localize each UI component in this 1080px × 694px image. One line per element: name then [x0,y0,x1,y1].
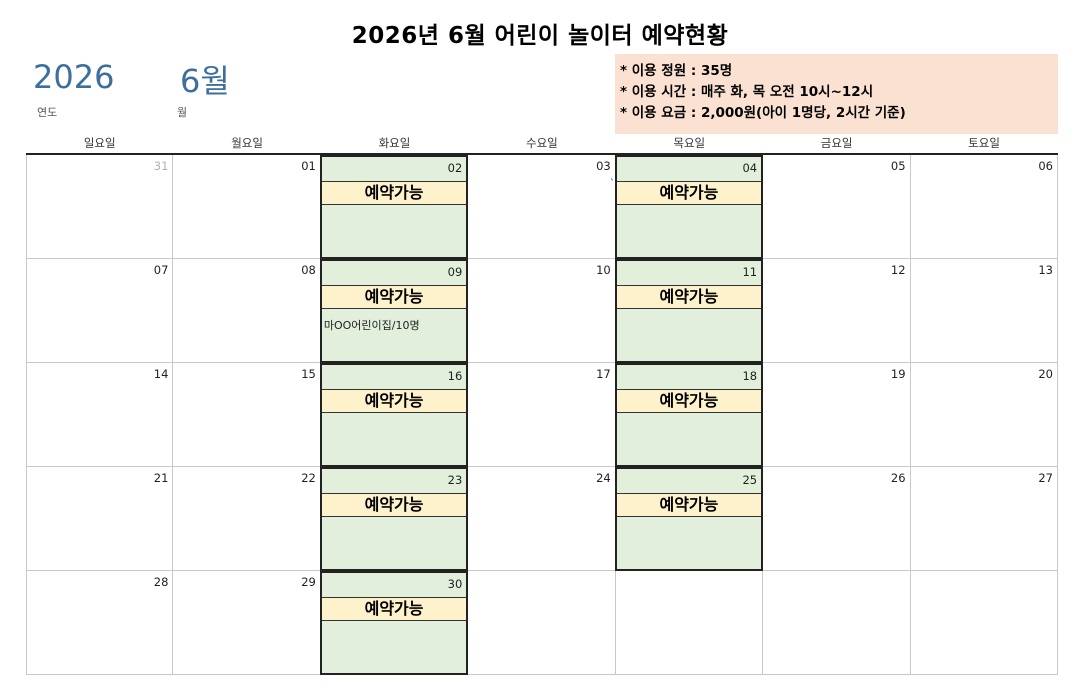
day-number: 20 [1038,367,1053,381]
info-hours: * 이용 시간 : 매주 화, 목 오전 10시~12시 [620,84,874,100]
day-number: 08 [301,263,316,277]
reservation-note: 마OO어린이집/10명 [323,319,420,332]
calendar-day[interactable]: 27 [910,467,1058,571]
usage-info-box: * 이용 정원 : 35명 * 이용 시간 : 매주 화, 목 오전 10시~1… [615,54,1058,134]
day-number: 24 [596,471,611,485]
calendar-day[interactable]: 07 [26,259,174,363]
year-label: 연도 [37,106,58,119]
reservation-status[interactable]: 예약가능 [616,285,762,309]
day-number: 22 [301,471,316,485]
info-capacity: * 이용 정원 : 35명 [620,63,733,79]
weekday-header: 일요일 월요일 화요일 수요일 목요일 금요일 토요일 [26,134,1058,154]
calendar-day[interactable]: 10 [468,259,616,363]
day-number: 07 [153,263,169,277]
calendar-day[interactable]: 14 [26,363,174,467]
day-number: 12 [890,263,906,277]
calendar-day[interactable]: 21 [26,467,174,571]
calendar-day[interactable]: 29 [173,571,321,675]
calendar-day[interactable] [468,571,616,675]
calendar-day-available[interactable]: 02 예약가능 [319,155,469,259]
calendar-day[interactable] [910,571,1058,675]
day-number: 23 [447,473,463,487]
calendar-day[interactable]: 31 [26,155,174,259]
day-number: 03 [596,159,611,173]
calendar-day-available[interactable]: 11 예약가능 [614,259,764,363]
calendar-day[interactable]: 08 [173,259,321,363]
reservation-status[interactable]: 예약가능 [321,493,467,517]
day-number: 14 [153,367,169,381]
reservation-status[interactable]: 예약가능 [321,389,467,413]
day-number: 25 [742,473,758,487]
day-number: 16 [447,369,463,383]
day-number: 21 [153,471,169,485]
day-number: 11 [742,265,758,279]
day-number: 06 [1038,159,1053,173]
weekday-wed: 수요일 [525,136,558,150]
day-number: 26 [890,471,906,485]
weekday-fri: 금요일 [820,136,853,150]
reservation-status[interactable]: 예약가능 [616,493,762,517]
calendar-day[interactable]: 15 [173,363,321,467]
day-number: 10 [596,263,611,277]
weekday-sun: 일요일 [83,136,116,150]
calendar-title: 2026년 6월 어린이 놀이터 예약현황 [351,23,729,49]
day-number: 15 [301,367,316,381]
calendar-day-available[interactable]: 23 예약가능 [319,467,469,571]
day-number: 13 [1038,263,1053,277]
calendar-day[interactable]: 17 [468,363,616,467]
calendar-day[interactable]: 24 [468,467,616,571]
header-divider [26,153,1058,155]
reservation-status[interactable]: 예약가능 [321,285,467,309]
day-number: 18 [742,369,758,383]
month-value[interactable]: 6월 [180,62,230,100]
calendar-day[interactable]: 26 [763,467,911,571]
day-number: 31 [153,159,169,173]
day-number: 05 [890,159,906,173]
calendar-day[interactable]: 20 [910,363,1058,467]
weekday-mon: 월요일 [231,136,263,150]
calendar-day[interactable] [763,571,911,675]
cell-mark: ` [609,177,616,190]
calendar-day[interactable]: 28 [26,571,174,675]
weekday-sat: 토요일 [968,136,1000,150]
reservation-status[interactable]: 예약가능 [321,181,467,205]
day-number: 30 [447,577,463,591]
weekday-thu: 목요일 [673,136,706,150]
calendar-day-available[interactable]: 18 예약가능 [614,363,764,467]
day-number: 29 [301,575,316,589]
calendar-day[interactable]: 19 [763,363,911,467]
calendar-day[interactable]: 03 ` [468,155,616,259]
calendar-day-available[interactable]: 25 예약가능 [614,467,764,571]
calendar-day-available[interactable]: 30 예약가능 [319,571,469,675]
info-fee: * 이용 요금 : 2,000원(아이 1명당, 2시간 기준) [620,105,906,121]
calendar-day-available[interactable]: 04 예약가능 [614,155,764,259]
day-number: 09 [447,265,463,279]
reservation-status[interactable]: 예약가능 [616,389,762,413]
day-number: 04 [742,161,758,175]
day-number: 28 [153,575,169,589]
day-number: 27 [1038,471,1053,485]
calendar-day[interactable]: 13 [910,259,1058,363]
day-number: 17 [596,367,611,381]
calendar-day[interactable]: 01 [173,155,321,259]
reservation-status[interactable]: 예약가능 [616,181,762,205]
month-label: 월 [177,106,188,119]
weekday-tue: 화요일 [378,136,411,150]
calendar-day[interactable]: 05 [763,155,911,259]
year-value[interactable]: 2026 [33,58,115,96]
reservation-status[interactable]: 예약가능 [321,597,467,621]
calendar-day[interactable] [615,571,764,675]
day-number: 02 [447,161,463,175]
day-number: 01 [301,159,316,173]
day-number: 19 [890,367,906,381]
calendar-day-available[interactable]: 16 예약가능 [319,363,469,467]
calendar-day[interactable]: 06 [910,155,1058,259]
calendar-day[interactable]: 22 [173,467,321,571]
calendar-day[interactable]: 12 [763,259,911,363]
